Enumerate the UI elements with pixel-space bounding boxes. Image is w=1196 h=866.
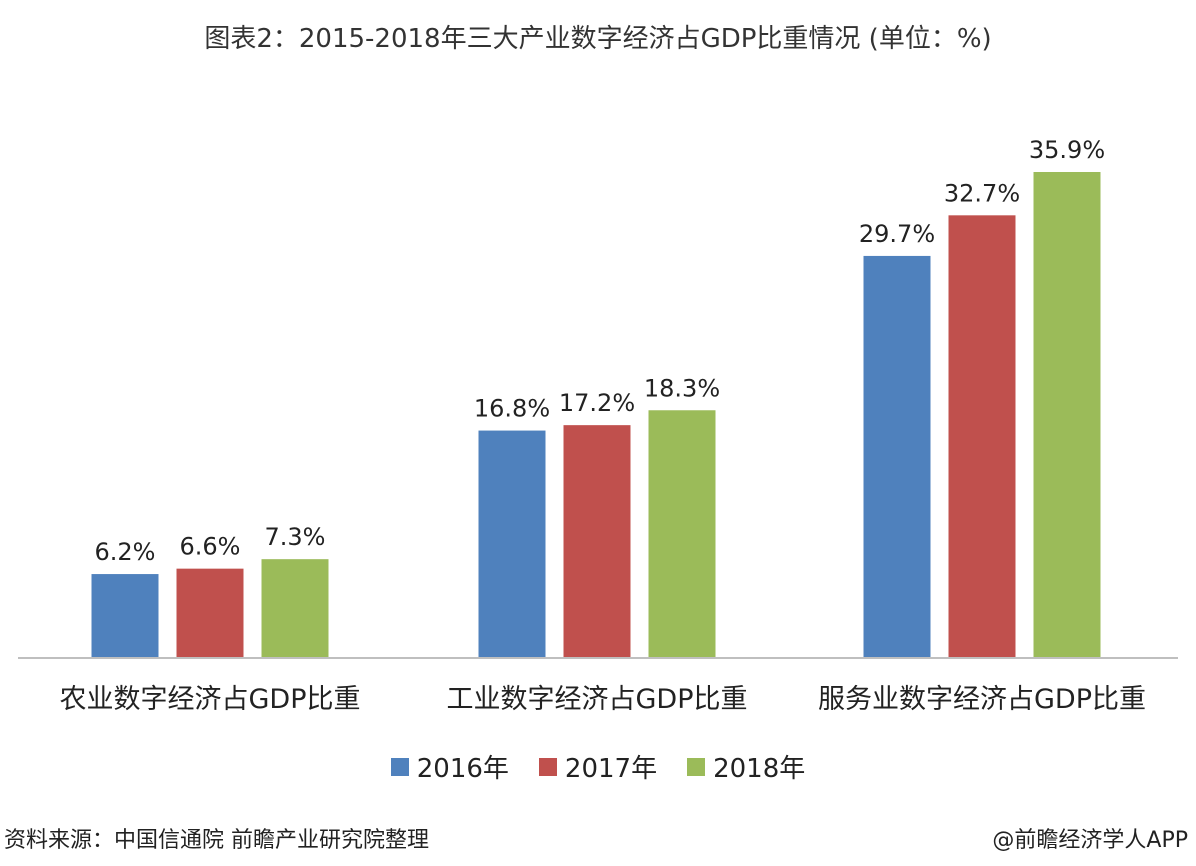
- value-label-2016年-1: 16.8%: [474, 395, 550, 423]
- bars-group: [91, 172, 1101, 659]
- value-label-2018年-1: 18.3%: [644, 374, 720, 402]
- category-labels-group: 农业数字经济占GDP比重 工业数字经济占GDP比重 服务业数字经济占GDP比重: [60, 684, 1147, 715]
- bar-2018年-0: [261, 559, 329, 658]
- legend-label-2018: 2018年: [713, 754, 806, 784]
- bar-2017年-1: [563, 425, 631, 658]
- legend-label-2016: 2016年: [416, 754, 509, 784]
- legend-item-2016: 2016年: [390, 748, 509, 785]
- bar-2018年-2: [1033, 172, 1101, 658]
- legend-swatch-2016: [390, 757, 409, 776]
- bar-2016年-0: [91, 574, 159, 658]
- bar-2016年-1: [478, 430, 546, 658]
- legend-label-2017: 2017年: [564, 754, 658, 784]
- value-label-2016年-2: 29.7%: [859, 220, 935, 248]
- category-label-1: 工业数字经济占GDP比重: [447, 684, 748, 715]
- footer-logo-text: @前瞻经济学人APP: [992, 828, 1188, 853]
- bar-2017年-2: [948, 215, 1016, 659]
- legend-swatch-2018: [687, 757, 706, 776]
- bar-2018年-1: [648, 410, 716, 658]
- legend-item-2017: 2017年: [538, 748, 658, 785]
- legend-swatch-2017: [538, 757, 557, 776]
- legend-item-2018: 2018年: [687, 748, 805, 785]
- value-label-2018年-0: 7.3%: [265, 523, 326, 551]
- value-label-2017年-2: 32.7%: [944, 179, 1020, 207]
- source-note: 资料来源：中国信通院 前瞻产业研究院整理: [4, 828, 429, 853]
- value-label-2017年-1: 17.2%: [559, 389, 635, 417]
- value-label-2016年-0: 6.2%: [95, 538, 156, 566]
- legend: 2016年 2017年 2018年: [0, 748, 1196, 785]
- bar-2017年-0: [176, 568, 244, 658]
- value-label-2018年-2: 35.9%: [1029, 136, 1105, 164]
- value-labels-group: 6.2% 6.6% 7.3% 16.8% 17.2% 18.3% 29.7% 32.7% 35.…: [95, 136, 1106, 566]
- value-label-2017年-0: 6.6%: [180, 533, 241, 561]
- chart-title: 图表2：2015-2018年三大产业数字经济占GDP比重情况 (单位：%): [204, 24, 992, 54]
- bar-2016年-2: [863, 255, 931, 658]
- category-label-0: 农业数字经济占GDP比重: [60, 684, 361, 715]
- category-label-2: 服务业数字经济占GDP比重: [818, 684, 1146, 715]
